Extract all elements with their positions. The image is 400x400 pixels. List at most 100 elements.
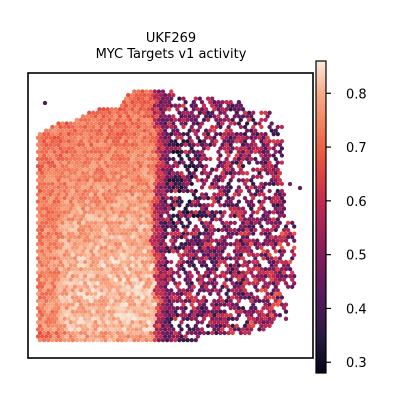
spot-point	[246, 224, 252, 229]
spot-point	[128, 323, 133, 329]
spot-point	[156, 146, 162, 151]
spot-point	[60, 178, 65, 183]
spot-point	[234, 274, 239, 279]
spot-point	[89, 242, 94, 247]
spot-point	[201, 181, 207, 187]
spot-point	[132, 153, 137, 158]
spot-point	[72, 320, 78, 325]
spot-point	[216, 178, 221, 183]
spot-point	[222, 330, 227, 336]
spot-point	[85, 277, 90, 282]
spot-point	[136, 302, 141, 307]
spot-point	[277, 199, 283, 204]
spot-point	[220, 100, 225, 105]
spot-point	[214, 252, 219, 258]
spot-point	[136, 238, 141, 243]
spot-point	[162, 199, 168, 204]
spot-point	[76, 327, 82, 332]
spot-point	[251, 195, 256, 201]
spot-point	[183, 121, 188, 126]
spot-point	[181, 266, 186, 272]
spot-point	[257, 185, 262, 190]
spot-point	[119, 295, 125, 300]
colorbar-tick-label: 0.6	[346, 195, 367, 210]
spot-point	[41, 259, 47, 265]
spot-point	[187, 220, 192, 226]
spot-point	[218, 146, 223, 151]
spot-point	[156, 174, 162, 179]
spot-point	[39, 327, 45, 332]
spot-point	[138, 192, 143, 197]
spot-point	[199, 256, 205, 261]
spot-point	[121, 313, 127, 318]
spot-point	[228, 263, 233, 268]
spot-point	[140, 139, 145, 144]
spot-point	[146, 263, 151, 268]
spot-point	[253, 121, 258, 126]
spot-point	[117, 121, 123, 126]
spot-point	[121, 206, 127, 211]
spot-point	[64, 256, 69, 261]
spot-point	[58, 231, 63, 236]
spot-point	[78, 252, 84, 258]
spot-point	[277, 277, 283, 282]
spot-point	[105, 114, 110, 119]
spot-point	[121, 242, 127, 247]
spot-point	[70, 181, 75, 187]
spot-point	[212, 107, 217, 112]
spot-point	[68, 313, 73, 318]
spot-point	[249, 227, 254, 233]
spot-point	[160, 124, 166, 130]
spot-point	[164, 316, 170, 321]
spot-point	[136, 274, 141, 279]
spot-point	[91, 217, 96, 222]
spot-point	[242, 195, 248, 201]
spot-point	[140, 96, 145, 101]
spot-point	[39, 135, 45, 140]
spot-point	[58, 281, 63, 286]
spot-point	[111, 188, 116, 194]
spot-point	[197, 281, 203, 286]
spot-point	[160, 153, 166, 158]
spot-point	[255, 309, 260, 314]
spot-point	[99, 139, 104, 144]
spot-point	[132, 117, 137, 123]
spot-point	[220, 107, 225, 112]
spot-point	[185, 217, 190, 222]
spot-point	[95, 266, 100, 272]
spot-point	[68, 320, 73, 325]
spot-point	[283, 259, 289, 265]
spot-point	[142, 249, 147, 254]
spot-point	[205, 330, 211, 336]
spot-point	[269, 178, 274, 183]
spot-point	[197, 160, 203, 165]
spot-point	[179, 298, 184, 304]
spot-point	[171, 277, 176, 282]
spot-point	[93, 327, 98, 332]
spot-point	[167, 334, 172, 339]
spot-point	[113, 291, 119, 297]
spot-point	[244, 121, 250, 126]
spot-point	[226, 302, 231, 307]
spot-point	[68, 220, 73, 226]
spot-point	[46, 316, 51, 321]
spot-point	[224, 320, 229, 325]
spot-point	[140, 224, 145, 229]
spot-point	[105, 327, 110, 332]
spot-point	[156, 210, 162, 215]
spot-point	[37, 153, 43, 158]
spot-point	[113, 192, 119, 197]
spot-point	[259, 266, 264, 272]
spot-point	[193, 316, 198, 321]
spot-point	[216, 199, 221, 204]
spot-point	[119, 195, 125, 201]
spot-point	[130, 142, 135, 147]
spot-point	[58, 295, 63, 300]
spot-point	[80, 220, 86, 226]
spot-point	[80, 277, 86, 282]
spot-point	[107, 188, 112, 194]
spot-point	[179, 334, 184, 339]
spot-point	[257, 263, 262, 268]
spot-point	[160, 146, 166, 151]
spot-point	[117, 199, 123, 204]
